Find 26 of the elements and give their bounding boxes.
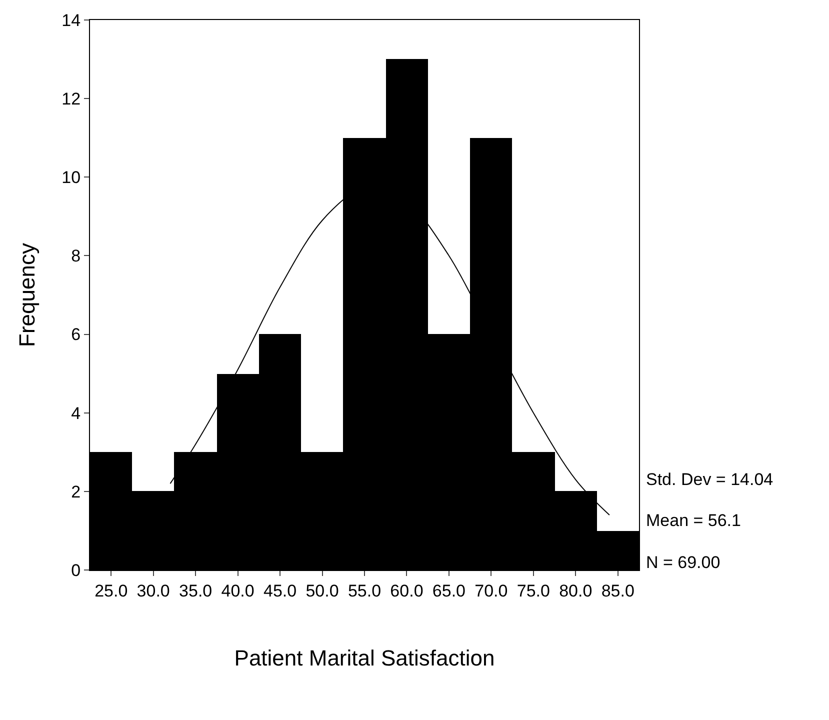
x-tick-label: 85.0 [601, 581, 634, 600]
y-axis-title: Frequency [14, 243, 40, 347]
y-tick-label: 14 [62, 10, 81, 30]
text: N = 69.00 [646, 553, 720, 572]
x-tick-label: 70.0 [474, 581, 508, 600]
y-tick-label: 6 [71, 325, 81, 344]
x-tick-label: 35.0 [179, 581, 212, 600]
y-tick-label: 8 [71, 246, 81, 266]
x-tick-label: 40.0 [221, 581, 254, 600]
y-tick-label: 2 [71, 482, 81, 502]
y-tick-label: 4 [71, 404, 81, 423]
y-tick-label: 10 [62, 168, 81, 188]
x-tick-label: 65.0 [432, 581, 466, 600]
x-tick-label: 50.0 [306, 581, 339, 600]
x-tick-label: 25.0 [94, 581, 128, 600]
x-tick-label: 45.0 [263, 581, 297, 600]
x-tick-label: 30.0 [136, 581, 170, 600]
x-axis-title: Patient Marital Satisfaction [234, 645, 495, 670]
text: Mean = 56.1 [646, 511, 741, 530]
y-tick-label: 12 [62, 90, 81, 109]
x-tick-label: 55.0 [348, 581, 382, 600]
y-tick-label: 0 [71, 560, 81, 580]
x-tick-label: 80.0 [559, 581, 592, 600]
text: Std. Dev = 14.04 [646, 470, 774, 489]
x-tick-label: 75.0 [516, 581, 550, 600]
x-tick-label: 60.0 [390, 581, 424, 600]
